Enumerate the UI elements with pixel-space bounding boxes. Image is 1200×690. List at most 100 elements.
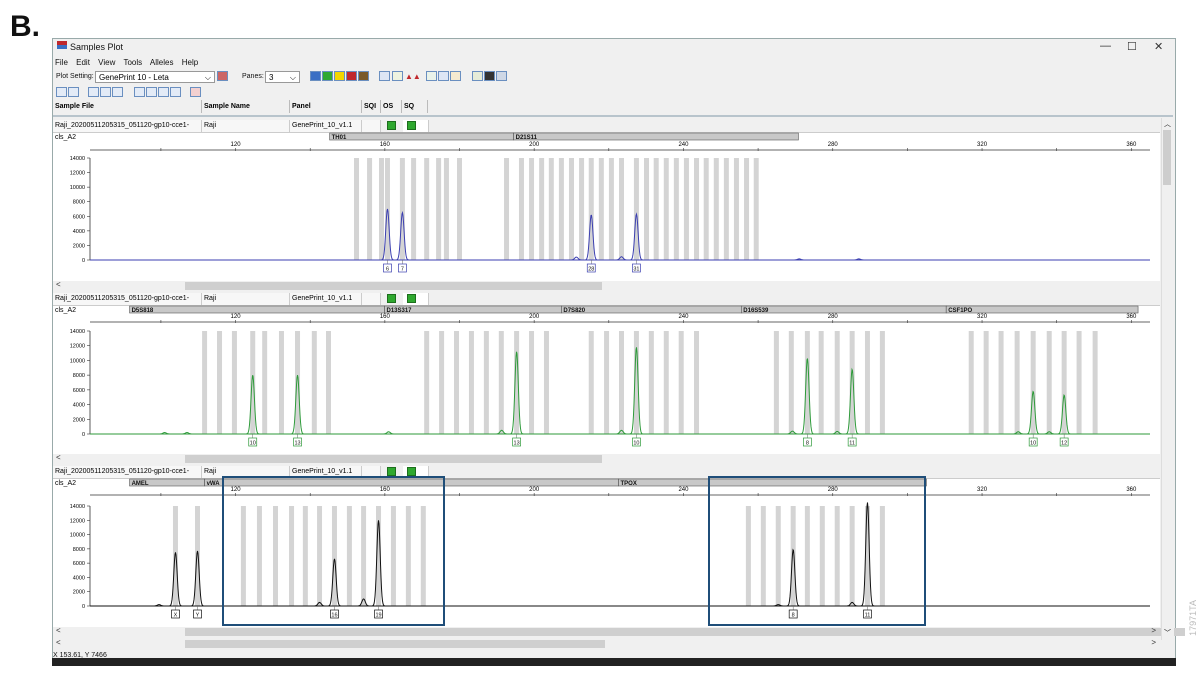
sample-row-1[interactable]: Raji_20200511205315_051120-gp10-cce1-cls… [53, 120, 1160, 141]
menu-alleles[interactable]: Alleles [149, 58, 174, 67]
allele-bin [390, 506, 396, 606]
pane-2-horizontal-scrollbar[interactable]: < [53, 453, 1160, 464]
minimize-button[interactable]: — [1100, 40, 1111, 52]
pane-3-horizontal-scrollbar[interactable]: < > [53, 626, 1185, 637]
toolbar2-button-1[interactable] [56, 87, 67, 97]
scroll-left-icon[interactable]: < [56, 280, 61, 289]
grid-icon[interactable] [484, 71, 495, 81]
allele-bin [849, 506, 855, 606]
allele-bin [457, 158, 463, 260]
plot-setting-value: GenePrint 10 - Leta [99, 73, 169, 82]
allele-bin [539, 158, 545, 260]
allele-bin [468, 331, 474, 434]
menu-bar: File Edit View Tools Alleles Help [55, 58, 204, 67]
toolbar2-button-5[interactable] [112, 87, 123, 97]
menu-edit[interactable]: Edit [76, 58, 90, 67]
dye-color-button-2[interactable] [322, 71, 333, 81]
allele-bin [1046, 331, 1052, 434]
allele-call-label: Y [196, 613, 200, 619]
sample-row-2[interactable]: Raji_20200511205315_051120-gp10-cce1-cls… [53, 293, 1160, 314]
toolbar2-button-3[interactable] [88, 87, 99, 97]
allele-bin [694, 331, 700, 434]
x-tick-label: 280 [828, 487, 839, 493]
locus-bar [329, 132, 514, 141]
view-icon-2[interactable] [438, 71, 449, 81]
allele-bin [454, 331, 460, 434]
scroll-right-icon[interactable]: > [1151, 626, 1156, 635]
sample-row-3[interactable]: Raji_20200511205315_051120-gp10-cce1-cls… [53, 466, 1160, 487]
scroll-left-icon[interactable]: < [56, 626, 61, 635]
scroll-thumb[interactable] [185, 640, 605, 648]
maximize-button[interactable]: ☐ [1127, 41, 1137, 53]
toolbar2-button-10[interactable] [190, 87, 201, 97]
allele-bin [289, 506, 295, 606]
x-tick-label: 240 [678, 314, 689, 320]
dye-color-button-4[interactable] [346, 71, 357, 81]
overlay-icon[interactable] [379, 71, 390, 81]
dye-color-button-1[interactable] [310, 71, 321, 81]
toolbar2-button-6[interactable] [134, 87, 145, 97]
scroll-left-icon[interactable]: < [56, 638, 61, 647]
app-icon [57, 41, 67, 49]
scroll-up-icon[interactable]: ︿ [1164, 121, 1171, 128]
allele-call-label: 6 [386, 267, 389, 273]
close-button[interactable]: ✕ [1154, 41, 1164, 53]
toolbar2-button-4[interactable] [100, 87, 111, 97]
allele-call-box [193, 609, 202, 619]
col-sq[interactable]: SQ [402, 100, 428, 113]
peaks-icon[interactable]: ▲▲ [405, 72, 421, 81]
col-os[interactable]: OS [381, 100, 402, 113]
scroll-right-icon[interactable]: > [1151, 638, 1156, 647]
window-horizontal-scrollbar[interactable]: < > [53, 638, 1160, 649]
vertical-scrollbar[interactable] [1161, 118, 1174, 640]
pane-1-horizontal-scrollbar[interactable]: < [53, 280, 1160, 291]
dye-color-button-3[interactable] [334, 71, 345, 81]
menu-file[interactable]: File [55, 58, 68, 67]
stack-icon[interactable] [392, 71, 403, 81]
table-icon[interactable] [472, 71, 483, 81]
allele-call-label: 12 [1061, 441, 1067, 447]
allele-bin [644, 158, 649, 260]
dye-color-button-5[interactable] [358, 71, 369, 81]
vertical-scroll-thumb[interactable] [1163, 130, 1171, 185]
allele-bin [879, 506, 885, 606]
panes-select[interactable]: 3 ⌵ [265, 71, 300, 83]
allele-bin [1061, 331, 1067, 434]
allele-bin [1092, 331, 1098, 434]
allele-bin [678, 331, 684, 434]
save-icon[interactable] [496, 71, 507, 81]
menu-view[interactable]: View [98, 58, 116, 67]
divider [53, 115, 1173, 117]
panes-value: 3 [269, 73, 274, 82]
x-tick-label: 320 [977, 314, 988, 320]
x-tick-label: 240 [678, 142, 689, 148]
plot-setting-select[interactable]: GenePrint 10 - Leta ⌵ [95, 71, 215, 83]
sqi-cell [362, 466, 381, 478]
allele-call-label: 10 [633, 441, 639, 447]
toolbar2-button-9[interactable] [170, 87, 181, 97]
locus-label: vWA [207, 481, 221, 487]
scroll-thumb[interactable] [185, 455, 602, 463]
menu-help[interactable]: Help [181, 58, 199, 67]
allele-bin [250, 331, 256, 434]
scroll-left-icon[interactable]: < [56, 453, 61, 462]
scroll-thumb[interactable] [185, 282, 602, 290]
toolbar2-button-7[interactable] [146, 87, 157, 97]
col-panel[interactable]: Panel [290, 100, 362, 113]
col-sample-name[interactable]: Sample Name [202, 100, 290, 113]
plot-settings-editor-icon[interactable] [217, 71, 228, 81]
toolbar2-button-2[interactable] [68, 87, 79, 97]
col-sqi[interactable]: SQI [362, 100, 381, 113]
scroll-thumb[interactable] [185, 628, 1185, 636]
y-tick-label: 0 [82, 258, 85, 264]
allele-call-box [847, 437, 857, 447]
y-tick-label: 12000 [70, 344, 85, 350]
view-icon-3[interactable] [450, 71, 461, 81]
menu-tools[interactable]: Tools [123, 58, 143, 67]
col-sample-file[interactable]: Sample File [53, 100, 202, 113]
view-icon-1[interactable] [426, 71, 437, 81]
toolbar2-button-8[interactable] [158, 87, 169, 97]
y-tick-label: 8000 [73, 373, 85, 379]
scroll-down-icon[interactable]: ﹀ [1164, 630, 1171, 637]
